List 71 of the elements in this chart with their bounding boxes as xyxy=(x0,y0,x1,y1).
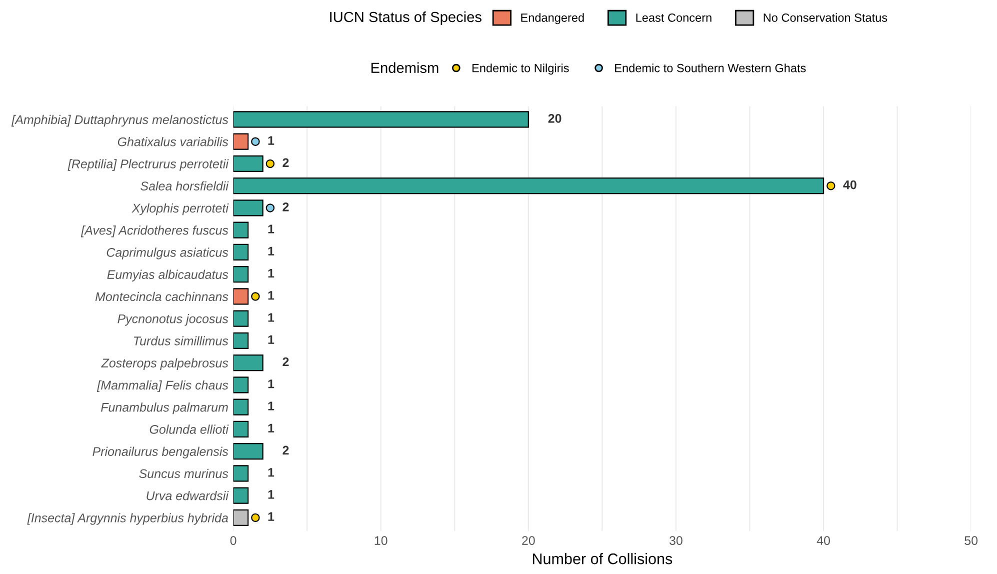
bar xyxy=(233,155,264,172)
bar xyxy=(233,244,249,260)
text: IUCN Status of Species xyxy=(330,11,482,26)
data-label: 1 xyxy=(268,268,274,278)
y-tick-label: Caprimulgus asiaticus xyxy=(106,248,228,260)
bar xyxy=(233,111,529,128)
bar xyxy=(233,178,824,194)
data-label: 1 xyxy=(268,246,274,256)
bar xyxy=(233,443,264,460)
y-tick-label: [Mammalia] Felis chaus xyxy=(96,380,228,392)
y-tick-label: [Reptilia] Plectrurus perrotetii xyxy=(68,159,229,171)
data-label: 2 xyxy=(282,446,289,455)
y-tick-label: Ghatixalus variabilis xyxy=(118,137,228,146)
y-tick-label: Montecincla cachinnans xyxy=(95,292,228,302)
data-label: 1 xyxy=(268,424,274,432)
data-label: 40 xyxy=(843,180,856,190)
x-tick-label: 10 xyxy=(374,536,388,545)
data-label: 1 xyxy=(268,490,274,499)
legend-label: Endemic to Nilgiris xyxy=(472,64,569,75)
text: Endemism xyxy=(371,62,438,73)
data-label: 1 xyxy=(268,512,274,521)
bar xyxy=(233,354,264,372)
y-tick-label: Pycnonotus jocosus xyxy=(118,314,228,326)
y-tick-label: Eumyias albicaudatus xyxy=(107,270,228,282)
data-label: 1 xyxy=(268,335,274,344)
data-label: 1 xyxy=(268,402,274,410)
legend-label: No Conservation Status xyxy=(764,13,888,22)
data-label: 1 xyxy=(268,468,274,477)
x-tick-label: 40 xyxy=(816,536,830,545)
data-label: 20 xyxy=(548,114,562,123)
data-label: 1 xyxy=(268,380,274,388)
bar xyxy=(233,310,249,327)
bar xyxy=(233,288,249,305)
bar xyxy=(233,200,264,216)
y-tick-label: Prionailurus bengalensis xyxy=(92,446,228,458)
bar xyxy=(233,133,249,150)
bar xyxy=(233,465,249,482)
bar xyxy=(233,509,249,526)
y-tick-label: Salea horsfieldii xyxy=(140,181,229,190)
x-tick-label: 20 xyxy=(522,536,535,545)
bar xyxy=(233,332,249,349)
y-tick-label: Funambulus palmarum xyxy=(101,402,228,414)
x-tick-label: 30 xyxy=(669,536,682,545)
legend-label: Least Concern xyxy=(636,13,712,22)
y-tick-label: [Aves] Acridotheres fuscus xyxy=(80,226,228,238)
y-tick-label: Urva edwardsii xyxy=(146,491,229,500)
y-tick-label: Suncus murinus xyxy=(139,468,228,478)
y-tick-label: [Amphibia] Duttaphrynus melanostictus xyxy=(11,114,228,127)
x-tick-label: 50 xyxy=(964,536,978,545)
y-tick-label: Zosterops palpebrosus xyxy=(101,358,228,370)
data-label: 1 xyxy=(268,224,274,234)
data-label: 2 xyxy=(282,202,289,212)
data-label: 1 xyxy=(268,313,274,322)
data-label: 2 xyxy=(282,357,289,366)
bar xyxy=(233,222,249,238)
data-label: 1 xyxy=(268,136,274,145)
y-tick-label: Turdus simillimus xyxy=(134,336,228,346)
bar xyxy=(233,487,249,504)
y-tick-label: [Insecta] Argynnis hyperbius hybrida xyxy=(27,513,228,525)
bar xyxy=(233,266,249,283)
legend-label: Endemic to Southern Western Ghats xyxy=(615,64,806,72)
legend-label: Endangered xyxy=(521,13,584,24)
data-label: 2 xyxy=(282,158,289,167)
bar xyxy=(233,376,249,394)
bar xyxy=(233,420,249,438)
data-label: 1 xyxy=(268,291,274,300)
y-tick-label: Golunda ellioti xyxy=(150,424,229,434)
x-axis-title: Number of Collisions xyxy=(532,553,672,564)
y-tick-label: Xylophis perroteti xyxy=(132,203,229,216)
bar xyxy=(233,398,249,416)
x-tick-label: 0 xyxy=(230,536,236,545)
